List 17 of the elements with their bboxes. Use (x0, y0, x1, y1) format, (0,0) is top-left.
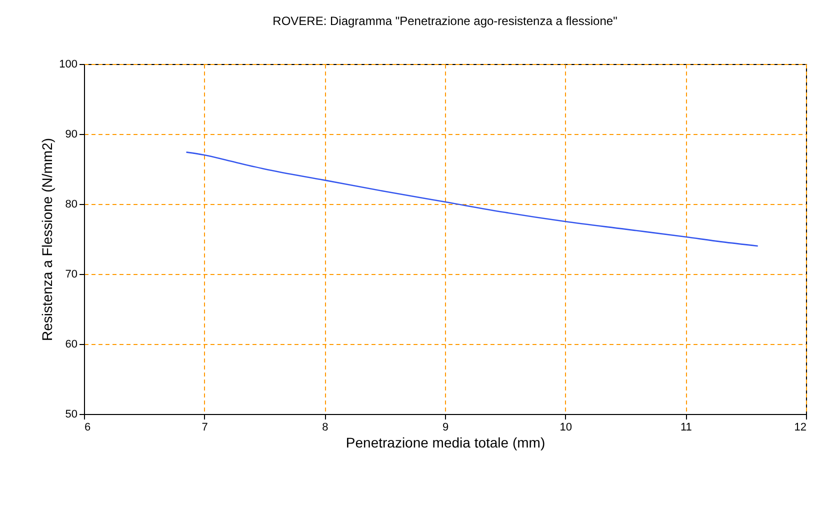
x-tick-label: 12 (794, 422, 806, 434)
y-tick-label: 70 (65, 268, 78, 280)
x-tick-label: 10 (560, 422, 572, 434)
x-tick-label: 8 (322, 422, 328, 434)
x-tick-label: 11 (680, 422, 692, 434)
x-tick-label: 7 (202, 422, 208, 434)
chart-title: ROVERE: Diagramma "Penetrazione ago-resistenza a flessione" (272, 14, 618, 28)
y-tick-label: 80 (65, 198, 78, 210)
y-tick-label: 60 (65, 338, 78, 350)
y-tick-label: 50 (65, 408, 78, 420)
x-axis-title: Penetrazione media totale (mm) (346, 434, 546, 450)
y-tick-label: 100 (59, 58, 78, 70)
y-axis-title: Resistenza a Flessione (N/mm2) (39, 138, 56, 342)
x-tick-label: 9 (442, 422, 449, 434)
y-tick-label: 90 (65, 128, 78, 140)
line-series (186, 152, 759, 247)
x-tick-label: 6 (84, 422, 91, 434)
